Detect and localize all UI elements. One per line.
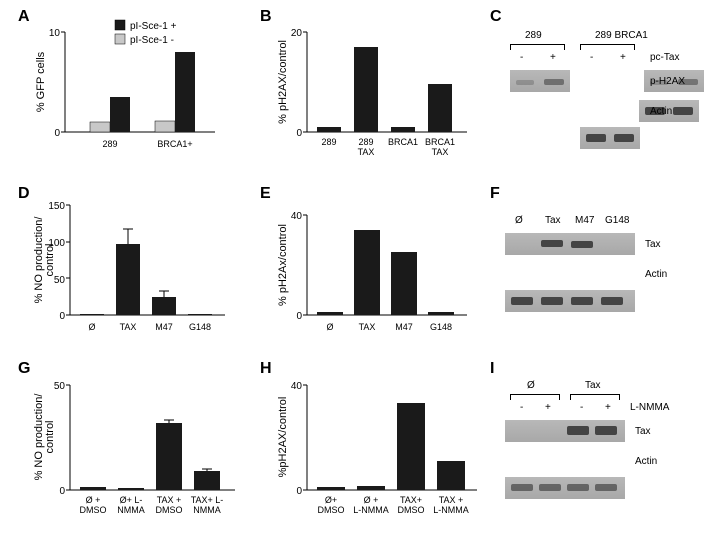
svg-text:50: 50: [54, 381, 66, 392]
svg-text:M47: M47: [155, 322, 173, 332]
chart-h: 0 40 %pH2AX/control Ø+ DMSO Ø + L-NMMA T…: [272, 365, 492, 540]
blot-f: Ø Tax M47 G148 Tax Actin: [505, 215, 715, 345]
chart-b: 0 20 % pH2AX/control 289 289 TAX BRCA1 B…: [272, 12, 482, 172]
svg-text:0: 0: [59, 486, 65, 497]
panel-label-g: G: [18, 360, 30, 378]
panel-label-e: E: [260, 185, 271, 203]
svg-text:DMSO: DMSO: [156, 505, 183, 515]
svg-text:TAX +: TAX +: [157, 495, 182, 505]
chart-a: 0 10 % GFP cells 289 BRCA1+ pI-Sce-1 + p…: [30, 12, 240, 172]
svg-text:150: 150: [48, 201, 65, 212]
svg-text:% GFP cells: % GFP cells: [35, 51, 47, 112]
svg-text:pI-Sce-1 -: pI-Sce-1 -: [130, 35, 174, 46]
svg-text:G148: G148: [430, 322, 452, 332]
blot-i: Ø Tax - + - + L-NMMA Tax Actin: [505, 380, 715, 530]
svg-text:%pH2AX/control: %pH2AX/control: [277, 397, 289, 478]
svg-text:Ø+ L-: Ø+ L-: [120, 495, 143, 505]
svg-text:0: 0: [54, 128, 60, 139]
svg-text:Ø+: Ø+: [325, 495, 337, 505]
svg-text:0: 0: [296, 311, 302, 322]
svg-text:G148: G148: [189, 322, 211, 332]
svg-text:40: 40: [291, 381, 303, 392]
svg-text:BRCA1: BRCA1: [425, 137, 455, 147]
svg-text:DMSO: DMSO: [80, 505, 107, 515]
svg-text:pI-Sce-1 +: pI-Sce-1 +: [130, 21, 177, 32]
svg-text:TAX: TAX: [358, 147, 375, 157]
panel-label-b: B: [260, 8, 272, 26]
svg-text:0: 0: [296, 128, 302, 139]
svg-text:Ø: Ø: [326, 322, 333, 332]
chart-d: 0 50 100 150 % NO production/ control Ø …: [30, 190, 240, 355]
svg-text:TAX+ L-: TAX+ L-: [191, 495, 224, 505]
svg-text:0: 0: [59, 311, 65, 322]
svg-text:TAX+: TAX+: [400, 495, 422, 505]
svg-text:0: 0: [296, 486, 302, 497]
svg-text:10: 10: [49, 28, 61, 39]
svg-text:DMSO: DMSO: [398, 505, 425, 515]
svg-text:289: 289: [321, 137, 336, 147]
chart-e: 0 40 % pH2Ax/control Ø TAX M47 G148: [272, 190, 482, 355]
svg-text:% pH2AX/control: % pH2AX/control: [277, 40, 289, 124]
svg-text:40: 40: [291, 211, 303, 222]
svg-text:20: 20: [291, 28, 303, 39]
blot-c: 289 289 BRCA1 - + - + pc-Tax p-H2AX Acti…: [505, 30, 715, 170]
svg-text:TAX: TAX: [359, 322, 376, 332]
svg-text:L-NMMA: L-NMMA: [433, 505, 469, 515]
svg-text:TAX: TAX: [120, 322, 137, 332]
panel-label-h: H: [260, 360, 272, 378]
svg-text:Ø +: Ø +: [86, 495, 101, 505]
svg-text:Ø +: Ø +: [364, 495, 379, 505]
svg-text:% pH2Ax/control: % pH2Ax/control: [277, 224, 289, 306]
svg-text:NMMA: NMMA: [193, 505, 221, 515]
svg-text:Ø: Ø: [88, 322, 95, 332]
svg-text:289: 289: [102, 139, 117, 149]
svg-text:BRCA1: BRCA1: [388, 137, 418, 147]
svg-text:L-NMMA: L-NMMA: [353, 505, 389, 515]
svg-text:M47: M47: [395, 322, 413, 332]
panel-label-d: D: [18, 185, 30, 203]
svg-text:control: control: [44, 243, 56, 276]
svg-text:TAX: TAX: [432, 147, 449, 157]
svg-text:TAX +: TAX +: [439, 495, 464, 505]
svg-text:BRCA1+: BRCA1+: [157, 139, 192, 149]
chart-g: 0 50 % NO production/ control Ø + DMSO Ø…: [30, 365, 250, 540]
svg-text:DMSO: DMSO: [318, 505, 345, 515]
svg-text:NMMA: NMMA: [117, 505, 145, 515]
panel-label-c: C: [490, 8, 502, 26]
svg-text:289: 289: [358, 137, 373, 147]
panel-label-a: A: [18, 8, 30, 26]
panel-label-f: F: [490, 185, 500, 203]
svg-text:control: control: [44, 420, 56, 453]
